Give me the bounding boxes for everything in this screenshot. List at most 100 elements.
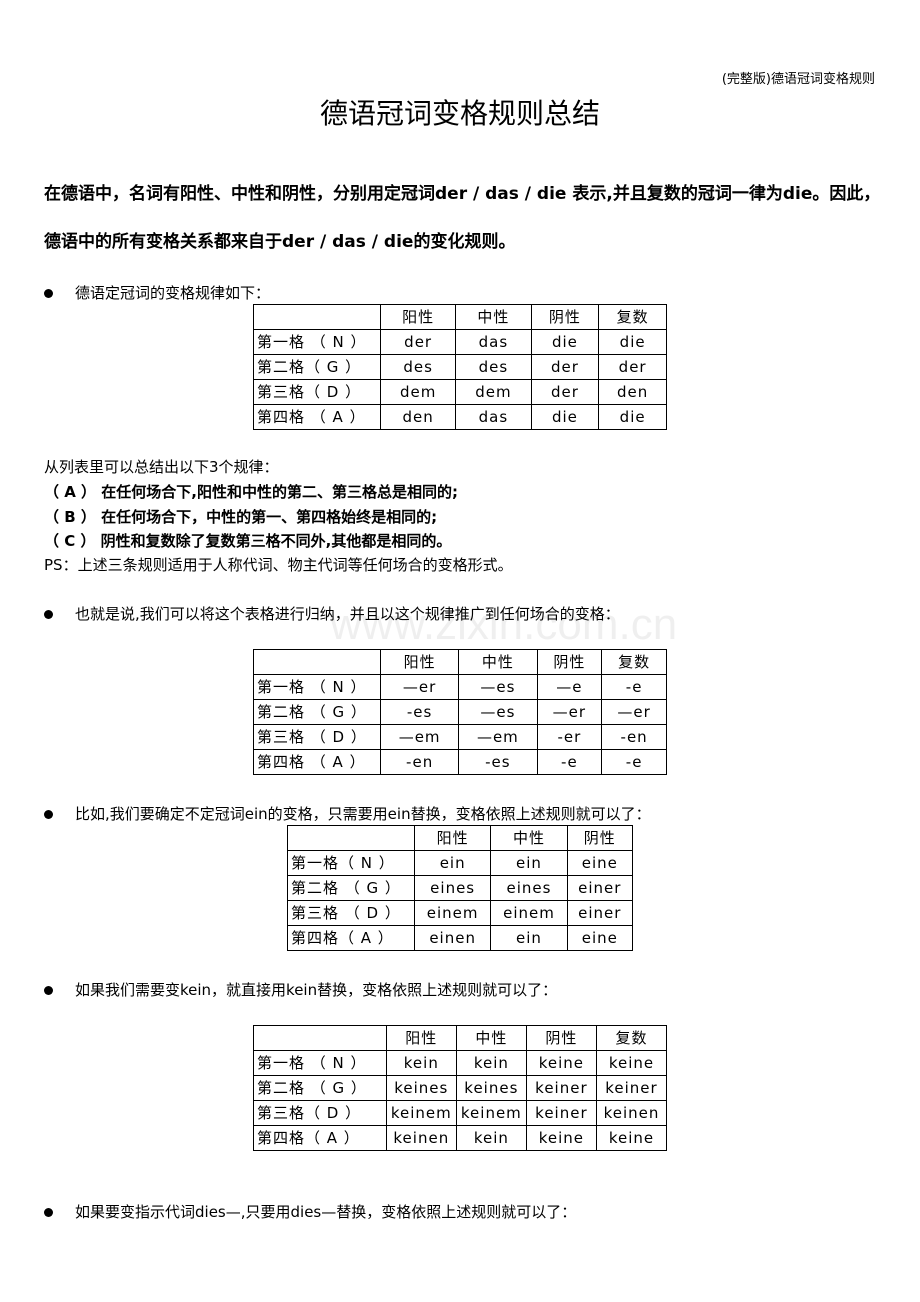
ending-table: 阳性 中性 阴性 复数 第一格 （ N ） —er —es —e -e 第二格 （ G ） -es —…	[253, 649, 667, 775]
table-cell: die	[598, 404, 667, 430]
bullet-item: 比如,我们要确定不定冠词ein的变格，只需要用ein替换，变格依照上述规则就可以…	[44, 803, 651, 824]
table-cell: einem	[413, 900, 492, 926]
table-cell: eines	[413, 875, 492, 901]
bullet-icon	[44, 289, 53, 298]
table-row: 第三格 （ D ） —em —em -er -en	[253, 724, 667, 750]
table-cell: einer	[566, 875, 634, 901]
table-row: 第三格（ D ） keinem keinem keiner keinen	[253, 1100, 668, 1126]
bullet-icon	[44, 810, 53, 819]
table-cell: 复数	[595, 1025, 668, 1051]
table-cell: 阴性	[530, 304, 600, 330]
watermark: www.zixin.com.cn	[330, 600, 678, 649]
table-cell: keinem	[385, 1100, 457, 1126]
table-cell: ein	[490, 850, 568, 876]
table-cell: —em	[458, 724, 538, 750]
table-cell: den	[379, 404, 457, 430]
table-cell: 中性	[490, 825, 568, 851]
table-cell: kein	[455, 1125, 527, 1151]
bullet-text: 如果要变指示代词dies—,只要用dies—替换，变格依照上述规则就可以了：	[75, 1203, 577, 1221]
table-cell: keinen	[385, 1125, 457, 1151]
table-cell: -en	[379, 749, 460, 775]
table-cell: 中性	[458, 649, 538, 675]
row-header-cell	[253, 304, 381, 330]
table-cell: der	[530, 354, 600, 380]
table-cell: eine	[566, 850, 634, 876]
table-cell: -es	[379, 699, 460, 725]
table-row: 第三格（ D ） dem dem der den	[253, 379, 667, 405]
bullet-item: 德语定冠词的变格规律如下：	[44, 282, 270, 303]
row-header-cell: 第一格 （ N ）	[253, 1050, 387, 1076]
table-cell: 复数	[598, 304, 667, 330]
table-row: 第四格 （ A ） den das die die	[253, 404, 667, 430]
table-cell: —em	[379, 724, 460, 750]
row-header-cell: 第一格（ N ）	[287, 850, 415, 876]
table-row: 第四格（ A ） keinen kein keine keine	[253, 1125, 668, 1151]
table-cell: einer	[566, 900, 634, 926]
table-cell: kein	[455, 1050, 527, 1076]
table-row: 第一格 （ N ） —er —es —e -e	[253, 674, 667, 700]
table-cell: —e	[536, 674, 603, 700]
row-header-cell: 第二格 （ G ）	[253, 699, 381, 725]
table-cell: keiner	[525, 1075, 597, 1101]
bullet-icon	[44, 610, 53, 619]
ein-table: 阳性 中性 阴性 第一格（ N ） ein ein eine 第二格 （ G ） eines ei…	[287, 825, 634, 951]
table-cell: des	[379, 354, 457, 380]
table-cell: -e	[536, 749, 603, 775]
table-row: 第四格（ A ） einen ein eine	[287, 925, 634, 951]
rule-c: （ C ） 阴性和复数除了复数第三格不同外,其他都是相同的。	[44, 532, 452, 550]
table-cell: dem	[455, 379, 532, 405]
row-header-cell: 第一格 （ N ）	[253, 674, 381, 700]
row-header-cell: 第一格 （ N ）	[253, 329, 381, 355]
row-header-cell: 第二格（ G ）	[253, 354, 381, 380]
table-cell: eines	[490, 875, 568, 901]
bullet-icon	[44, 986, 53, 995]
table-cell: keiner	[595, 1075, 668, 1101]
table-cell: 中性	[455, 304, 532, 330]
rule-b: （ B ） 在任何场合下，中性的第一、第四格始终是相同的;	[44, 508, 438, 526]
page-title: 德语冠词变格规则总结	[319, 97, 600, 130]
table-cell: den	[598, 379, 667, 405]
row-header-cell: 第四格 （ A ）	[253, 749, 381, 775]
bullet-text: 德语定冠词的变格规律如下：	[75, 284, 271, 302]
table-cell: eine	[566, 925, 634, 951]
table-cell: der	[530, 379, 600, 405]
table-cell: -er	[536, 724, 603, 750]
table-cell: einen	[413, 925, 492, 951]
table-cell: -e	[601, 674, 667, 700]
row-header-cell	[287, 825, 415, 851]
table-cell: die	[598, 329, 667, 355]
bullet-item: 如果我们需要变kein，就直接用kein替换，变格依照上述规则就可以了：	[44, 979, 557, 1000]
table-cell: 阴性	[536, 649, 603, 675]
table-cell: keine	[525, 1050, 597, 1076]
bullet-text: 比如,我们要确定不定冠词ein的变格，只需要用ein替换，变格依照上述规则就可以…	[75, 805, 651, 823]
table-cell: —er	[379, 674, 460, 700]
table-cell: 阳性	[385, 1025, 457, 1051]
table-header-row: 阳性 中性 阴性 复数	[253, 1025, 668, 1051]
row-header-cell: 第三格 （ D ）	[287, 900, 415, 926]
bullet-text: 也就是说,我们可以将这个表格进行归纳，并且以这个规律推广到任何场合的变格：	[75, 605, 620, 623]
table-cell: 阳性	[413, 825, 492, 851]
table-cell: —er	[536, 699, 603, 725]
table-cell: der	[598, 354, 667, 380]
table-cell: 阴性	[566, 825, 634, 851]
rule-a: （ A ） 在任何场合下,阳性和中性的第二、第三格总是相同的;	[44, 483, 458, 501]
table-cell: das	[455, 404, 532, 430]
table-cell: —er	[601, 699, 667, 725]
table-row: 第三格 （ D ） einem einem einer	[287, 900, 634, 926]
table-cell: —es	[458, 699, 538, 725]
table-cell: —es	[458, 674, 538, 700]
table-cell: keine	[595, 1125, 668, 1151]
table-cell: der	[379, 329, 457, 355]
rules-intro: 从列表里可以总结出以下3个规律：	[44, 458, 279, 476]
table-cell: 阴性	[525, 1025, 597, 1051]
table-cell: kein	[385, 1050, 457, 1076]
row-header-cell: 第四格（ A ）	[253, 1125, 387, 1151]
bullet-item: 如果要变指示代词dies—,只要用dies—替换，变格依照上述规则就可以了：	[44, 1201, 576, 1222]
table-cell: keiner	[525, 1100, 597, 1126]
table-row: 第二格 （ G ） eines eines einer	[287, 875, 634, 901]
bullet-text: 如果我们需要变kein，就直接用kein替换，变格依照上述规则就可以了：	[75, 981, 558, 999]
table-row: 第一格（ N ） ein ein eine	[287, 850, 634, 876]
table-cell: -e	[601, 749, 667, 775]
intro-paragraph: 在德语中，名词有阳性、中性和阴性，分别用定冠词der / das / die 表…	[44, 184, 881, 252]
